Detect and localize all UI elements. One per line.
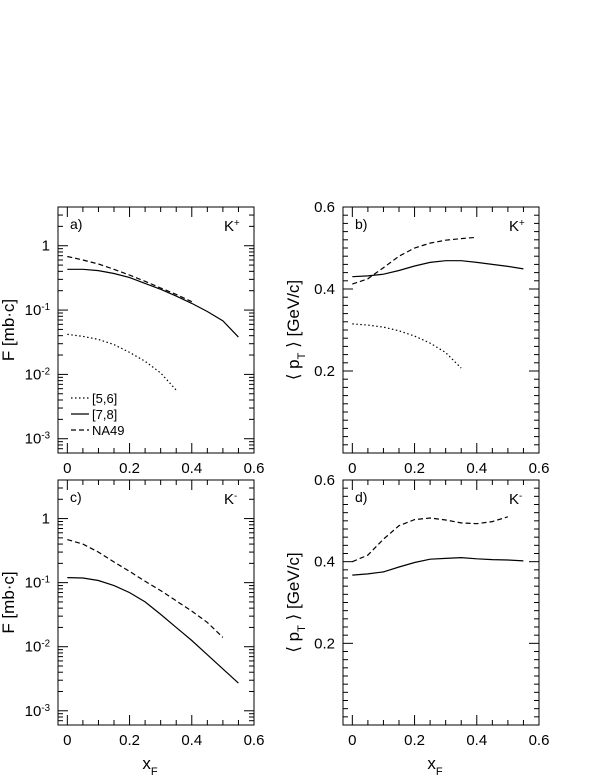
y-axis-title: ⟨ pT ⟩ [GeV/c] (284, 552, 308, 652)
panel-b: 0 0.2 0.4 0.6 0.2 0.4 0.6 b) K+ ⟨ pT ⟩ [GeV/c] (284, 199, 549, 477)
y-tick-label: 0.2 (314, 363, 335, 380)
x-tick-label: 0.2 (404, 732, 425, 749)
x-tick-label: 0 (63, 460, 71, 477)
y-tick-label: 10-1 (25, 574, 50, 592)
x-tick-label: 0.2 (119, 732, 140, 749)
plot-frame (57, 206, 255, 454)
series-line-5-6 (352, 323, 462, 369)
legend-label: NA49 (92, 423, 125, 438)
legend-label: [5,6] (92, 391, 117, 406)
particle-label: K+ (224, 218, 240, 236)
y-tick-label: 10-3 (25, 430, 50, 448)
y-tick-label: 10-1 (25, 302, 50, 320)
x-tick-label: 0.6 (244, 460, 265, 477)
y-tick-label: 0.6 (314, 472, 335, 489)
series-line-5-6 (67, 333, 177, 391)
y-tick-label: 1 (42, 511, 50, 528)
y-axis-title: ⟨ pT ⟩ [GeV/c] (284, 280, 308, 380)
y-tick-label: 10-2 (25, 638, 50, 656)
panel-label: c) (70, 489, 82, 505)
series-line-na49 (352, 236, 477, 285)
particle-label: K- (509, 491, 522, 509)
x-tick-label: 0 (348, 460, 356, 477)
series-line-7-8 (352, 556, 524, 576)
x-tick-label: 0.6 (529, 732, 550, 749)
x-tick-label: 0.2 (404, 460, 425, 477)
series-line-7-8 (67, 577, 239, 684)
y-tick-label: 10-3 (25, 702, 50, 720)
series-line-7-8 (352, 260, 524, 278)
panel-a: 0 0.2 0.4 0.6 1 10-1 10-2 10-3 a) K+ F [mb·c] [5,6]… (0, 206, 265, 477)
y-tick-label: 0.4 (314, 554, 335, 571)
y-axis-title: F [mb·c] (0, 571, 18, 633)
panel-d: 0 0.2 0.4 0.6 0.2 0.4 0.6 d) K- ⟨ pT ⟩ [GeV/c] xF (284, 472, 549, 776)
x-axis-title: xF (142, 754, 158, 776)
x-tick-label: 0.4 (181, 732, 202, 749)
y-tick-label: 0.4 (314, 281, 335, 298)
x-tick-label: 0.4 (181, 460, 202, 477)
x-tick-label: 0.4 (466, 460, 487, 477)
x-tick-label: 0 (63, 732, 71, 749)
legend-label: [7,8] (92, 407, 117, 422)
y-tick-label: 0.6 (314, 199, 335, 216)
y-tick-label: 1 (42, 238, 50, 255)
x-axis-title: xF (427, 754, 443, 776)
panel-label: a) (70, 216, 82, 232)
series-line-7-8 (67, 268, 239, 338)
series-line-na49 (67, 539, 224, 638)
panel-label: b) (355, 216, 367, 232)
x-tick-label: 0.6 (529, 460, 550, 477)
x-tick-label: 0.2 (119, 460, 140, 477)
y-tick-label: 10-2 (25, 366, 50, 384)
y-tick-label: 0.2 (314, 635, 335, 652)
panel-c: 0 0.2 0.4 0.6 1 10-1 10-2 10-3 c) K- F [mb·c] xF (0, 479, 265, 776)
series-line-na49 (352, 516, 509, 563)
x-tick-label: 0 (348, 732, 356, 749)
series-line-na49 (67, 255, 193, 303)
plot-frame (342, 479, 540, 726)
plot-frame (57, 479, 255, 726)
particle-label: K+ (509, 218, 525, 236)
x-tick-label: 0.4 (466, 732, 487, 749)
particle-label: K- (224, 491, 237, 509)
plot-frame (342, 206, 540, 454)
x-tick-label: 0.6 (244, 732, 265, 749)
panel-label: d) (355, 489, 367, 505)
y-axis-title: F [mb·c] (0, 299, 18, 361)
